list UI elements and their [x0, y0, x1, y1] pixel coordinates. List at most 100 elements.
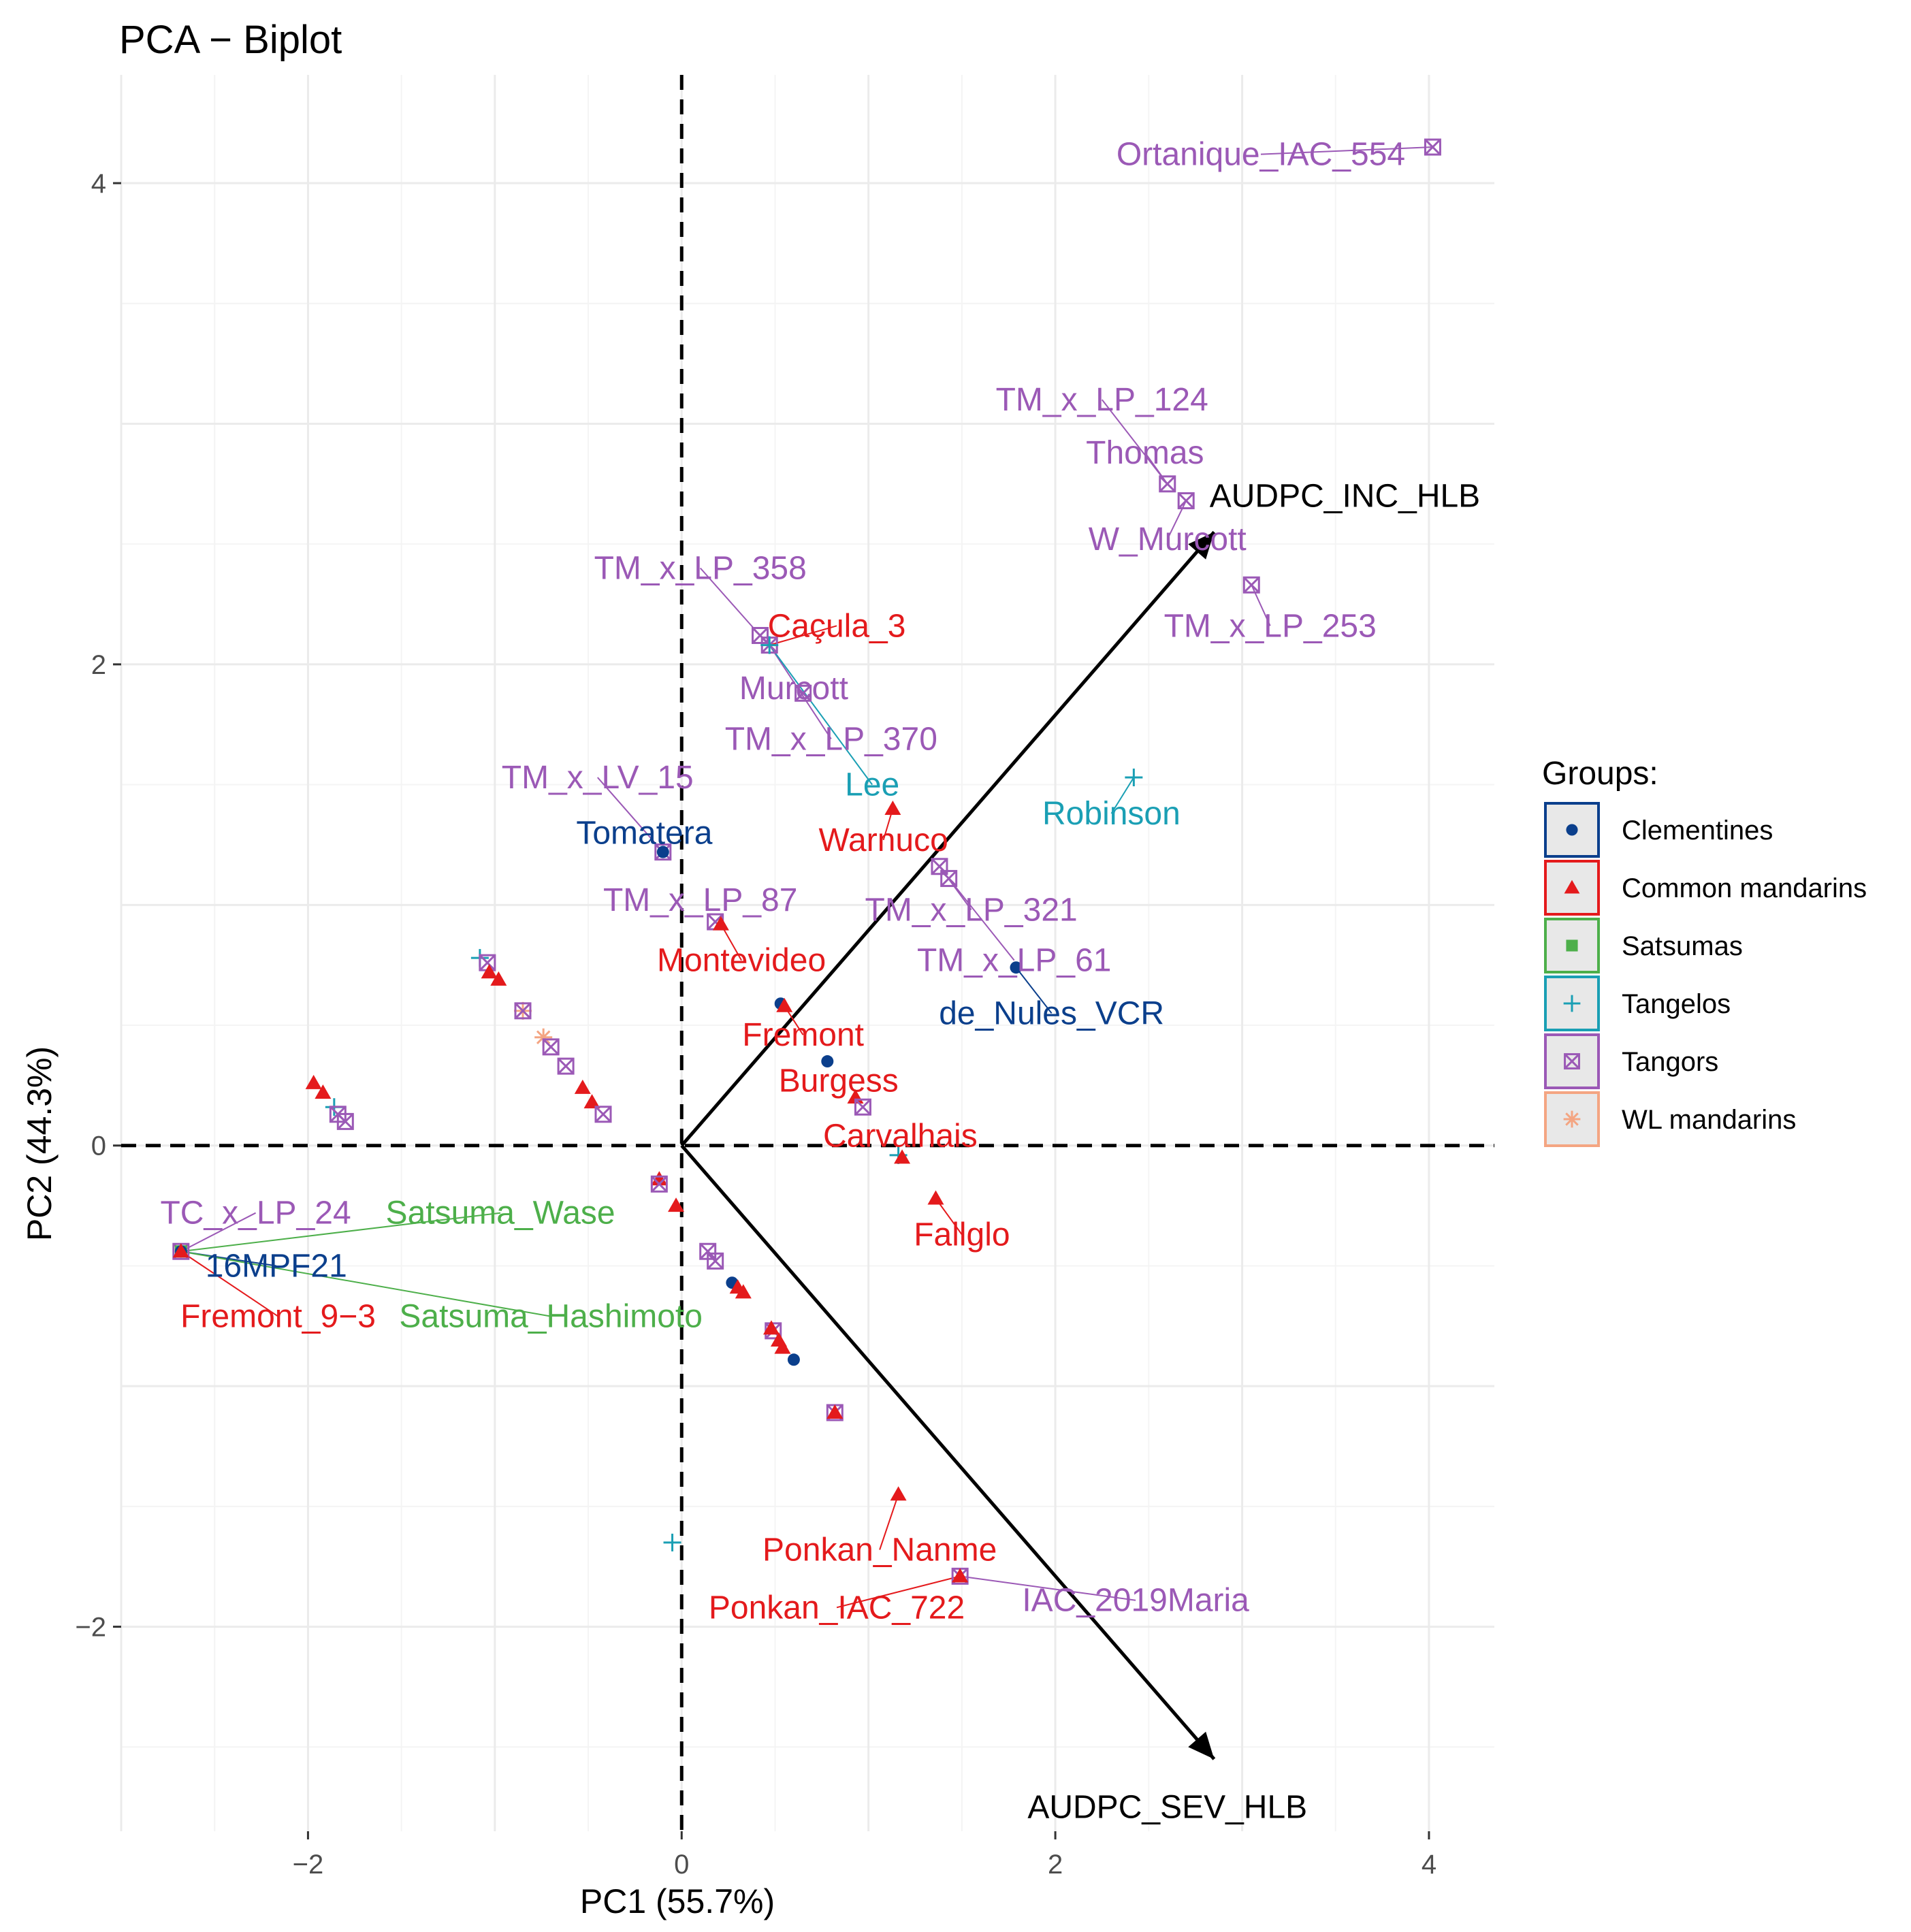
point-tangors — [650, 1175, 668, 1193]
point-label-iac-2019maria: IAC_2019Maria — [1022, 1583, 1249, 1619]
label-connector — [769, 625, 837, 646]
point-label-w-murcott: W_Murcott — [1089, 521, 1247, 558]
point-tangors — [594, 1106, 612, 1123]
x-tick-label: 4 — [1422, 1850, 1436, 1880]
y-tick-label: −2 — [75, 1613, 106, 1643]
point-common-mandarins — [651, 1171, 668, 1186]
point-label-burgess: Burgess — [779, 1063, 899, 1099]
point-tangors — [1159, 475, 1176, 493]
arrow-shaft — [680, 530, 1216, 1147]
point-label-fremont: Fremont — [742, 1017, 864, 1053]
point-common-mandarins — [574, 1079, 591, 1094]
point-clementines — [821, 1055, 834, 1068]
point-label-16mpf21: 16MPF21 — [206, 1248, 347, 1284]
point-common-mandarins — [776, 997, 793, 1012]
legend-symbol-tangors — [1564, 1053, 1580, 1069]
legend-key — [1544, 802, 1600, 858]
point-labels: Ortanique_IAC_554 TM_x_LP_124 Thomas W_Murc… — [160, 137, 1405, 1626]
legend-label: Common mandarins — [1622, 873, 1867, 903]
point-tangors — [854, 1098, 871, 1116]
label-connector — [948, 878, 1015, 961]
legend-item-wl-mandarins: WL mandarins — [1544, 1091, 1796, 1147]
point-label-warnuco: Warnuco — [818, 822, 948, 858]
legend-symbol-satsumas — [1566, 939, 1578, 952]
point-clementines — [1010, 961, 1023, 974]
point-label-satsuma-wase: Satsuma_Wase — [386, 1195, 615, 1231]
variable-arrow-audpc-inc-hlb — [680, 530, 1216, 1147]
grid — [120, 75, 1494, 1831]
y-tick-label: 0 — [91, 1131, 106, 1161]
legend-label: WL mandarins — [1622, 1105, 1796, 1135]
point-label-ca-ula-3: Caçula_3 — [768, 608, 906, 644]
label-connector — [597, 777, 664, 853]
point-label-fallglo: Fallglo — [914, 1217, 1010, 1253]
y-tick-label: 2 — [91, 650, 106, 680]
legend-item-tangors: Tangors — [1544, 1033, 1718, 1089]
point-label-thomas: Thomas — [1086, 435, 1204, 471]
point-tangelos — [1125, 769, 1143, 786]
variable-label-audpc-sev-hlb: AUDPC_SEV_HLB — [1027, 1790, 1307, 1826]
point-common-mandarins — [735, 1284, 752, 1299]
label-connector — [769, 645, 832, 740]
point-label-robinson: Robinson — [1042, 796, 1181, 832]
point-label-tm-x-lp-370: TM_x_LP_370 — [725, 721, 937, 757]
point-tangors — [1242, 576, 1260, 594]
point-tangors — [542, 1038, 560, 1056]
legend-item-satsumas: Satsumas — [1544, 918, 1743, 973]
label-connector — [1015, 967, 1053, 1014]
y-axis-title: PC2 (44.3%) — [20, 1046, 59, 1241]
point-label-montevideo: Montevideo — [657, 943, 826, 979]
x-tick-label: −2 — [293, 1850, 324, 1880]
point-label-tc-x-lp-24: TC_x_LP_24 — [160, 1195, 351, 1231]
point-common-mandarins — [890, 1486, 907, 1501]
point-label-murcott: Murcott — [739, 671, 848, 707]
point-label-ponkan-nanme: Ponkan_Nanme — [762, 1532, 997, 1568]
x-axis-title: PC1 (55.7%) — [580, 1882, 775, 1920]
point-common-mandarins — [668, 1197, 685, 1212]
point-common-mandarins — [172, 1243, 189, 1258]
legend-symbol-clementines — [1566, 824, 1578, 836]
point-common-mandarins — [826, 1404, 844, 1419]
legend-item-common-mandarins: Common mandarins — [1544, 860, 1867, 916]
point-label-ortanique-iac-554: Ortanique_IAC_554 — [1117, 137, 1405, 173]
point-common-mandarins — [712, 916, 729, 931]
label-connector — [180, 1212, 257, 1253]
point-label-lee: Lee — [845, 767, 899, 803]
legend-symbol-wl-mandarins — [1563, 1110, 1581, 1128]
point-common-mandarins — [583, 1094, 600, 1109]
point-label-tm-x-lp-253: TM_x_LP_253 — [1164, 608, 1377, 644]
label-connector — [180, 1212, 501, 1253]
variable-label-audpc-inc-hlb: AUDPC_INC_HLB — [1210, 478, 1480, 514]
legend-label: Tangors — [1622, 1047, 1718, 1077]
point-label-tm-x-lp-321: TM_x_LP_321 — [865, 892, 1078, 928]
chart-title: PCA − Biplot — [119, 18, 342, 62]
arrow-head — [1188, 532, 1215, 560]
variable-arrow-audpc-sev-hlb — [680, 1144, 1216, 1760]
point-tangors — [336, 1112, 354, 1130]
axes: −2 0 2 4 −2 0 2 4 — [75, 169, 1436, 1880]
point-label-tm-x-lp-358: TM_x_LP_358 — [594, 551, 807, 587]
point-tangors — [557, 1057, 575, 1075]
point-clementines — [656, 846, 669, 858]
point-label-de-nules-vcr: de_Nules_VCR — [939, 995, 1164, 1031]
label-connector — [769, 645, 873, 786]
point-label-tomatera: Tomatera — [576, 815, 712, 851]
label-connector — [1166, 500, 1187, 540]
point-label-ponkan-iac-722: Ponkan_IAC_722 — [709, 1590, 965, 1626]
point-common-mandarins — [774, 1339, 791, 1354]
x-tick-label: 0 — [674, 1850, 689, 1880]
variable-arrows: AUDPC_INC_HLB AUDPC_SEV_HLB — [680, 478, 1480, 1826]
point-common-mandarins — [894, 1149, 911, 1164]
point-common-mandarins — [762, 1320, 780, 1335]
label-connector — [180, 1251, 279, 1317]
point-tangors — [707, 1252, 724, 1270]
point-label-tm-x-lp-61: TM_x_LP_61 — [917, 943, 1112, 979]
point-tangelos — [760, 636, 779, 654]
label-connector — [1110, 777, 1135, 814]
legend-item-clementines: Clementines — [1544, 802, 1773, 858]
arrow-head — [1188, 1731, 1215, 1759]
point-common-mandarins — [952, 1568, 969, 1583]
point-label-tm-x-lv-15: TM_x_LV_15 — [502, 760, 694, 796]
point-tangelos — [663, 1533, 681, 1551]
